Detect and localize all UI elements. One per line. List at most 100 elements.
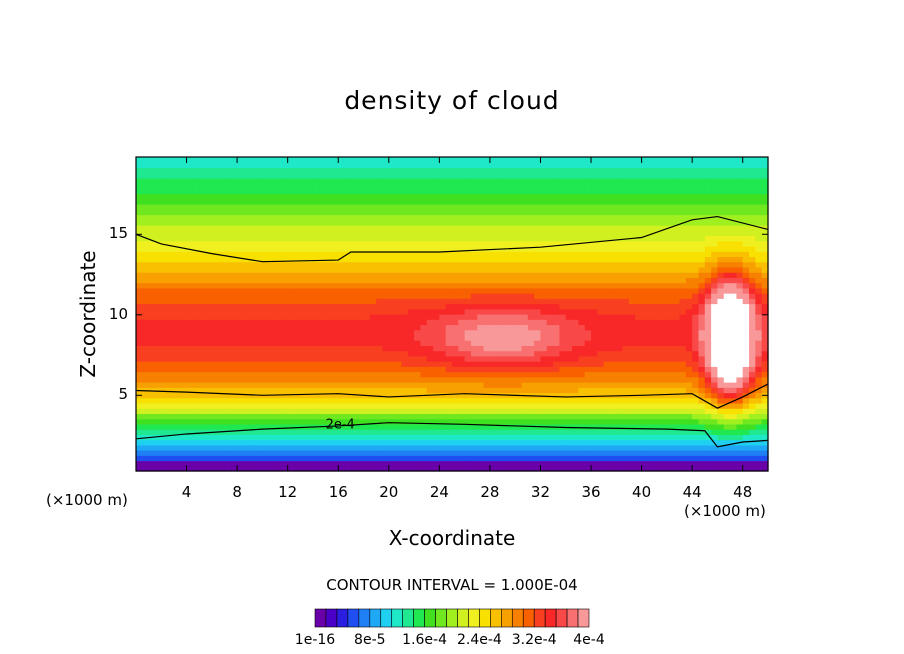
field-cell bbox=[344, 319, 352, 326]
field-cell bbox=[376, 214, 384, 221]
field-cell bbox=[483, 324, 491, 331]
field-cell bbox=[350, 261, 358, 268]
field-cell bbox=[281, 397, 289, 404]
field-cell bbox=[331, 366, 339, 373]
field-cell bbox=[275, 256, 282, 263]
field-cell bbox=[319, 230, 327, 237]
field-cell bbox=[180, 266, 188, 273]
field-cell bbox=[357, 214, 365, 221]
field-cell bbox=[180, 314, 188, 320]
field-cell bbox=[230, 198, 238, 205]
field-cell bbox=[186, 261, 194, 268]
field-cell bbox=[628, 329, 636, 336]
field-cell bbox=[610, 439, 617, 446]
field-cell bbox=[230, 235, 238, 242]
field-cell bbox=[205, 172, 213, 179]
field-cell bbox=[584, 225, 592, 231]
field-cell bbox=[306, 219, 314, 226]
field-cell bbox=[256, 303, 263, 310]
field-cell bbox=[616, 319, 624, 326]
field-cell bbox=[610, 193, 617, 200]
field-cell bbox=[483, 413, 491, 420]
field-cell bbox=[294, 350, 301, 357]
field-cell bbox=[565, 219, 573, 226]
field-cell bbox=[515, 245, 523, 252]
field-cell bbox=[559, 240, 567, 247]
field-cell bbox=[148, 193, 156, 200]
field-cell bbox=[477, 371, 485, 378]
field-cell bbox=[433, 183, 440, 189]
field-cell bbox=[515, 167, 523, 174]
field-cell bbox=[363, 282, 371, 289]
field-cell bbox=[224, 465, 232, 472]
field-cell bbox=[452, 272, 459, 278]
field-cell bbox=[199, 319, 207, 326]
field-cell bbox=[388, 460, 396, 467]
field-cell bbox=[420, 376, 428, 383]
field-cell bbox=[477, 355, 485, 362]
field-cell bbox=[256, 402, 263, 409]
field-cell bbox=[452, 303, 459, 310]
field-cell bbox=[136, 460, 143, 467]
field-cell bbox=[534, 371, 542, 378]
field-cell bbox=[647, 225, 655, 231]
field-cell bbox=[154, 172, 162, 179]
field-cell bbox=[464, 177, 472, 184]
field-cell bbox=[243, 408, 251, 415]
field-cell bbox=[584, 439, 592, 446]
field-cell bbox=[458, 303, 466, 310]
field-cell bbox=[458, 413, 466, 420]
field-cell bbox=[458, 209, 466, 216]
field-cell bbox=[205, 455, 213, 462]
field-cell bbox=[331, 314, 339, 320]
field-cell bbox=[616, 397, 624, 404]
field-cell bbox=[249, 319, 257, 326]
field-cell bbox=[287, 392, 295, 399]
field-cell bbox=[407, 350, 415, 357]
field-cell bbox=[338, 444, 346, 451]
field-cell bbox=[312, 413, 320, 420]
field-cell bbox=[603, 465, 611, 472]
field-cell bbox=[635, 465, 643, 472]
field-cell bbox=[546, 298, 554, 305]
field-cell bbox=[591, 177, 598, 184]
field-cell bbox=[635, 245, 643, 252]
field-cell bbox=[578, 439, 586, 446]
field-cell bbox=[154, 282, 162, 289]
field-cell bbox=[376, 423, 384, 430]
field-cell bbox=[565, 245, 573, 252]
field-cell bbox=[641, 350, 649, 357]
field-cell bbox=[218, 413, 226, 420]
field-cell bbox=[300, 219, 308, 226]
field-cell bbox=[161, 198, 169, 205]
field-cell bbox=[142, 177, 150, 184]
field-cell bbox=[319, 225, 327, 231]
field-cell bbox=[256, 465, 263, 472]
field-cell bbox=[388, 303, 396, 310]
field-cell bbox=[275, 277, 282, 284]
field-cell bbox=[521, 350, 529, 357]
field-cell bbox=[553, 303, 561, 310]
field-cell bbox=[521, 413, 529, 420]
field-cell bbox=[565, 261, 573, 268]
field-cell bbox=[641, 245, 649, 252]
field-cell bbox=[521, 157, 529, 163]
field-cell bbox=[546, 402, 554, 409]
field-cell bbox=[540, 256, 548, 263]
field-cell bbox=[142, 392, 150, 399]
field-cell bbox=[540, 402, 548, 409]
field-cell bbox=[154, 340, 162, 346]
field-cell bbox=[363, 460, 371, 467]
field-cell bbox=[445, 429, 453, 435]
field-cell bbox=[199, 355, 207, 362]
field-cell bbox=[218, 204, 226, 210]
field-cell bbox=[483, 293, 491, 299]
field-cell bbox=[350, 193, 358, 200]
field-cell bbox=[477, 340, 485, 346]
field-cell bbox=[281, 282, 289, 289]
field-cell bbox=[502, 324, 510, 331]
field-cell bbox=[275, 266, 282, 273]
field-cell bbox=[142, 261, 150, 268]
field-cell bbox=[591, 387, 598, 394]
field-cell bbox=[357, 167, 365, 174]
